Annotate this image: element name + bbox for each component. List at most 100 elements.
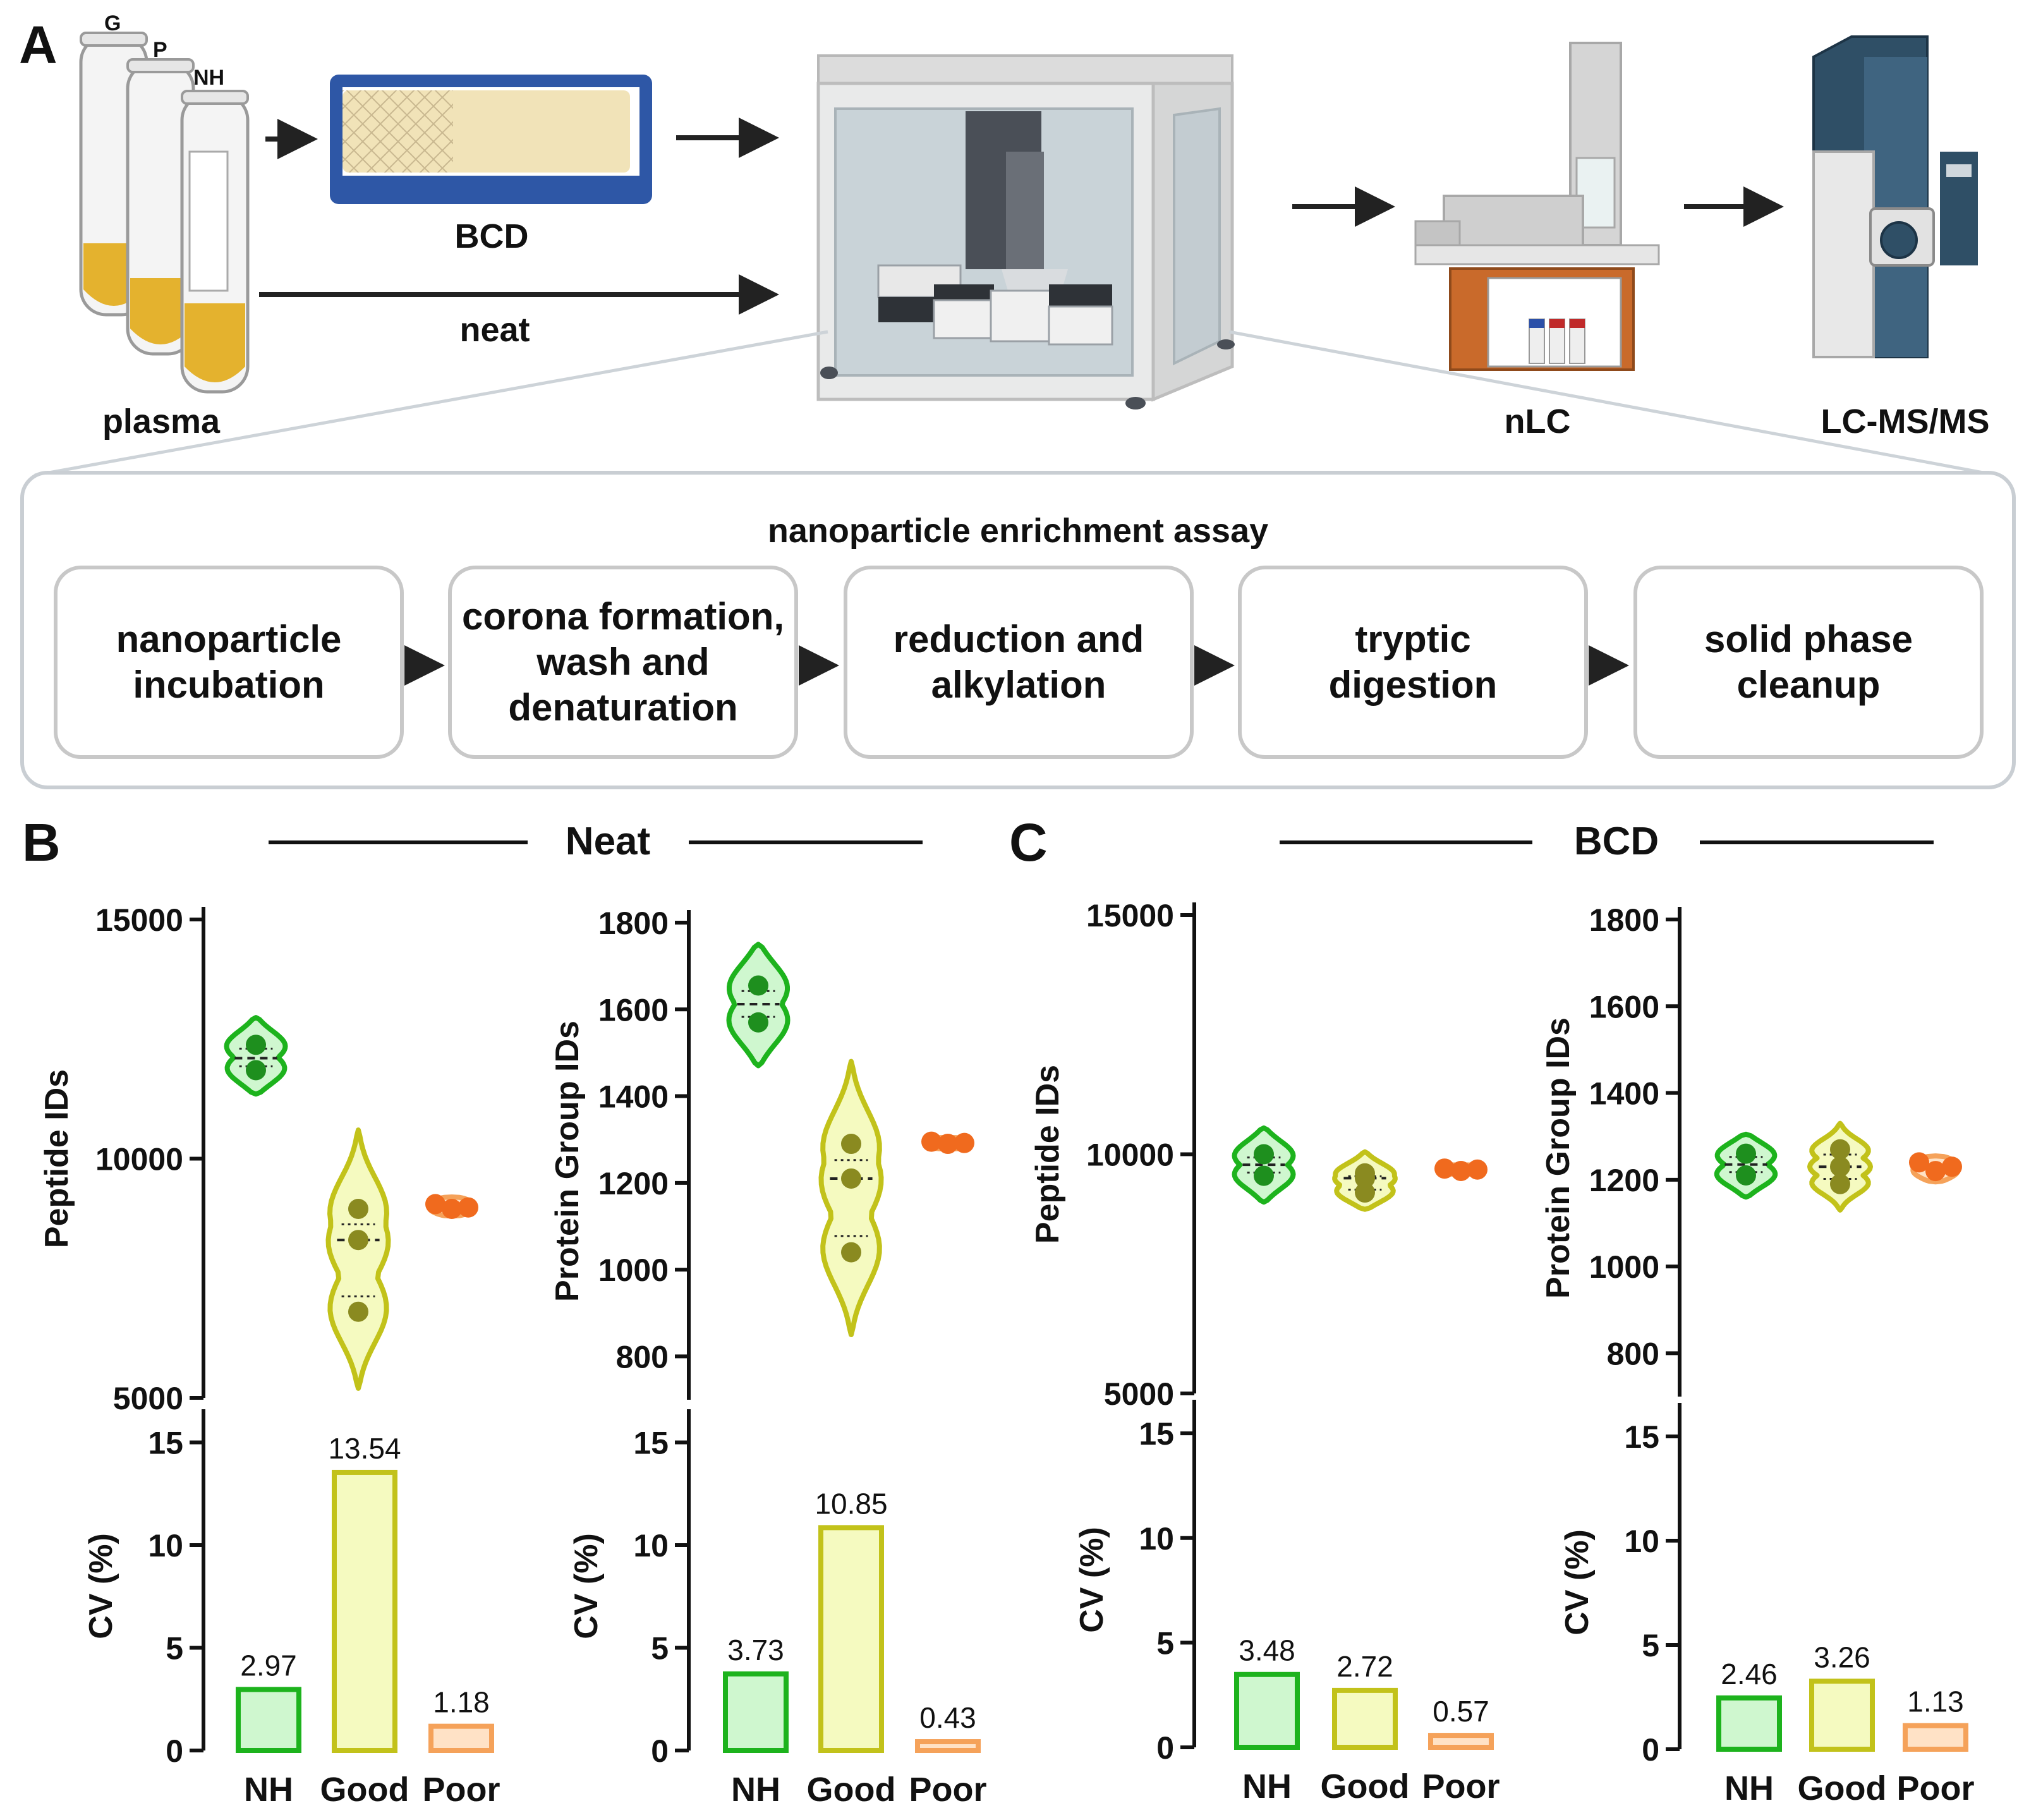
assay-step-text: solid phase: [1704, 618, 1913, 660]
x-category-label: NH: [244, 1771, 293, 1809]
chart-2: 0 5 10 15 CV (%) 2.97 NH 13.54 Good 1.18 Poor: [83, 1409, 500, 1809]
y-axis-label: CV (%): [1559, 1529, 1596, 1635]
chart-3: 800 1000 1200 1400 1600 1800 Protein Group IDs: [549, 906, 974, 1400]
data-point: [1830, 1174, 1850, 1194]
lcms-label: LC-MS/MS: [1821, 403, 1990, 440]
y-axis-label: Protein Group IDs: [1540, 1017, 1577, 1299]
y-tick-label: 10: [148, 1528, 183, 1563]
assay-step-text: nanoparticle: [116, 618, 342, 660]
violin-nh: [1232, 1125, 1296, 1205]
assay-step-box: [1633, 566, 1984, 759]
y-tick-label: 10000: [1086, 1138, 1174, 1173]
data-point: [442, 1198, 462, 1219]
y-tick-label: 1600: [598, 992, 669, 1028]
bar-nh: [723, 1671, 789, 1753]
assay-step-text: incubation: [133, 664, 324, 706]
x-category-label: Poor: [1422, 1768, 1500, 1805]
data-point: [458, 1197, 478, 1218]
bar-value-label: 0.57: [1433, 1695, 1489, 1728]
nlc-instrument: [1414, 42, 1660, 371]
y-tick-label: 0: [651, 1733, 669, 1769]
assay-title: nanoparticle enrichment assay: [768, 512, 1268, 550]
data-point: [1254, 1165, 1274, 1186]
y-tick-label: 10: [633, 1528, 669, 1563]
x-category-label: NH: [1242, 1768, 1292, 1805]
liquid-handler-robot: [816, 54, 1235, 410]
bar-good: [332, 1469, 397, 1753]
y-tick-label: 15: [1624, 1419, 1659, 1455]
assay-step-text: cleanup: [1737, 664, 1881, 706]
tube-label-p: P: [153, 38, 167, 62]
y-tick-label: 5000: [113, 1381, 183, 1416]
y-tick-label: 15000: [1086, 898, 1174, 933]
y-tick-label: 1800: [598, 906, 669, 941]
plasma-tubes: G P NH: [79, 11, 250, 394]
x-category-label: Good: [807, 1771, 896, 1809]
bar-poor: [1428, 1733, 1494, 1750]
y-tick-label: 1000: [598, 1253, 669, 1288]
violin-nh: [726, 942, 791, 1069]
data-point: [1467, 1159, 1488, 1180]
x-category-label: Good: [1798, 1769, 1887, 1807]
bar-value-label: 3.26: [1814, 1641, 1870, 1673]
x-category-label: Good: [320, 1771, 409, 1809]
y-axis-label: CV (%): [83, 1533, 119, 1639]
bar-nh: [1234, 1671, 1300, 1750]
bcd-card: [330, 75, 652, 204]
panel-label-a: A: [19, 15, 58, 75]
x-category-label: Good: [1321, 1768, 1410, 1805]
y-tick-label: 10: [1139, 1521, 1174, 1556]
violin-good: [325, 1127, 391, 1391]
bar-nh: [236, 1687, 301, 1754]
y-tick-label: 800: [1607, 1336, 1659, 1371]
data-point: [1925, 1161, 1946, 1182]
bar-nh: [1716, 1695, 1782, 1752]
x-category-label: Poor: [1896, 1769, 1974, 1807]
data-point: [1736, 1165, 1756, 1186]
y-axis-label: Peptide IDs: [39, 1069, 75, 1248]
chart-5: 5000 10000 15000 Peptide IDs: [1029, 898, 1488, 1412]
y-tick-label: 10000: [95, 1142, 183, 1177]
y-tick-label: 1200: [598, 1166, 669, 1201]
y-axis-label: Peptide IDs: [1029, 1065, 1066, 1244]
neat-label: neat: [459, 311, 530, 349]
y-axis-label: Protein Group IDs: [549, 1021, 586, 1302]
data-point: [938, 1134, 958, 1155]
data-point: [841, 1134, 861, 1155]
y-tick-label: 10: [1624, 1524, 1659, 1559]
bar-good: [818, 1525, 884, 1753]
data-point: [1942, 1156, 1962, 1177]
data-point: [425, 1194, 445, 1215]
data-point: [1830, 1156, 1850, 1177]
y-tick-label: 5: [166, 1631, 183, 1666]
data-point: [1830, 1139, 1850, 1160]
data-point: [921, 1131, 942, 1152]
y-tick-label: 1800: [1589, 902, 1659, 938]
y-tick-label: 1000: [1589, 1249, 1659, 1285]
assay-step-text: corona formation,: [462, 595, 784, 638]
y-tick-label: 1400: [598, 1079, 669, 1115]
x-category-label: NH: [1724, 1769, 1774, 1807]
chart-7: 800 1000 1200 1400 1600 1800 Protein Group IDs: [1540, 902, 1962, 1397]
plasma-label: plasma: [102, 403, 221, 440]
data-point: [1909, 1152, 1929, 1173]
panel-label-c: C: [1009, 813, 1048, 872]
y-tick-label: 15: [633, 1426, 669, 1461]
y-tick-label: 0: [166, 1733, 183, 1769]
y-axis-label: CV (%): [568, 1533, 605, 1639]
bcd-label: BCD: [455, 217, 529, 255]
assay-step-box: [54, 566, 404, 759]
y-tick-label: 0: [1156, 1730, 1174, 1766]
chart-4: 0 5 10 15 CV (%) 3.73 NH 10.85 Good 0.43 Poor: [568, 1409, 987, 1809]
bar-value-label: 2.97: [240, 1649, 297, 1682]
data-point: [1355, 1182, 1375, 1203]
data-point: [748, 1012, 768, 1033]
x-category-label: Poor: [422, 1771, 500, 1809]
section-title-neat: Neat: [566, 820, 650, 863]
tube-nh: [180, 90, 250, 394]
data-point: [1434, 1158, 1455, 1179]
y-tick-label: 15000: [95, 902, 183, 938]
